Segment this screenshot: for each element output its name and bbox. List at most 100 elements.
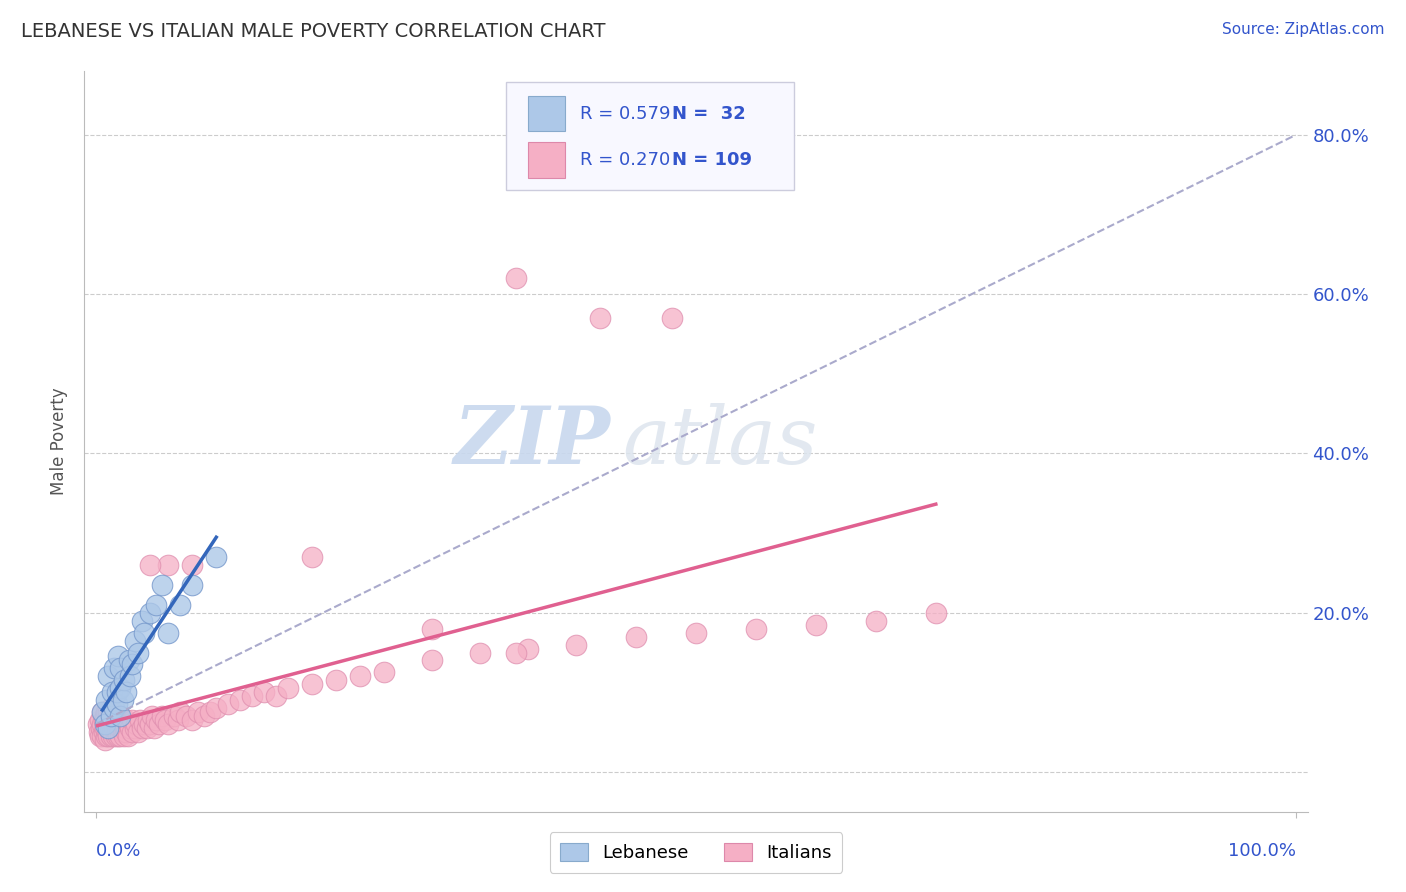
Text: N =  32: N = 32 xyxy=(672,104,745,122)
Point xyxy=(101,713,124,727)
Point xyxy=(93,725,115,739)
Point xyxy=(205,549,228,564)
Point xyxy=(301,549,323,564)
Point xyxy=(142,721,165,735)
Text: 0.0%: 0.0% xyxy=(97,842,142,860)
Point xyxy=(94,693,117,707)
Point xyxy=(121,657,143,672)
Point xyxy=(325,673,347,688)
Point xyxy=(121,725,143,739)
Point xyxy=(93,713,115,727)
Point xyxy=(101,725,124,739)
Point xyxy=(112,673,135,688)
Point xyxy=(264,690,287,704)
Point xyxy=(103,661,125,675)
Point xyxy=(135,721,157,735)
Text: R = 0.270: R = 0.270 xyxy=(579,152,671,169)
Point xyxy=(112,729,135,743)
Legend: Lebanese, Italians: Lebanese, Italians xyxy=(550,832,842,873)
Point xyxy=(145,598,167,612)
Point xyxy=(101,717,124,731)
Point xyxy=(110,661,132,675)
Point xyxy=(89,729,111,743)
Point xyxy=(134,625,156,640)
Point xyxy=(589,311,612,326)
Point xyxy=(139,558,162,572)
Text: 100.0%: 100.0% xyxy=(1227,842,1295,860)
Point xyxy=(136,713,159,727)
Point xyxy=(112,717,135,731)
Point xyxy=(111,725,134,739)
Point xyxy=(181,558,204,572)
Point xyxy=(150,709,173,723)
Point xyxy=(131,614,153,628)
Point xyxy=(217,698,239,712)
Point xyxy=(505,271,527,285)
Point xyxy=(865,614,887,628)
Point xyxy=(100,701,122,715)
Point xyxy=(145,713,167,727)
Point xyxy=(240,690,263,704)
Point xyxy=(110,721,132,735)
Text: Source: ZipAtlas.com: Source: ZipAtlas.com xyxy=(1222,22,1385,37)
Point xyxy=(127,646,149,660)
Point xyxy=(107,649,129,664)
Y-axis label: Male Poverty: Male Poverty xyxy=(51,388,69,495)
Point xyxy=(661,311,683,326)
Point xyxy=(169,598,191,612)
Point xyxy=(205,701,228,715)
Point xyxy=(277,681,299,696)
Point xyxy=(804,617,827,632)
Point xyxy=(517,641,540,656)
Point xyxy=(193,709,215,723)
Point xyxy=(115,685,138,699)
Point xyxy=(97,705,120,719)
Point xyxy=(101,729,124,743)
Point xyxy=(100,729,122,743)
Point xyxy=(118,669,141,683)
Point xyxy=(118,717,141,731)
Point xyxy=(301,677,323,691)
Point xyxy=(111,693,134,707)
Point xyxy=(118,653,141,667)
FancyBboxPatch shape xyxy=(529,143,565,178)
Point xyxy=(89,713,111,727)
Point xyxy=(103,721,125,735)
Point xyxy=(115,713,138,727)
Point xyxy=(91,705,114,719)
Point xyxy=(91,705,114,719)
Point xyxy=(90,721,112,735)
Point xyxy=(157,558,180,572)
Point xyxy=(187,705,209,719)
Point xyxy=(91,717,114,731)
Point xyxy=(139,606,162,620)
Point xyxy=(124,721,146,735)
Point xyxy=(253,685,276,699)
Point xyxy=(97,729,120,743)
Point xyxy=(181,713,204,727)
Point xyxy=(108,709,131,723)
Point xyxy=(174,709,197,723)
Point xyxy=(101,685,124,699)
Point xyxy=(103,709,125,723)
Point xyxy=(93,717,117,731)
Point xyxy=(373,665,395,680)
Point xyxy=(93,721,117,735)
Point xyxy=(131,721,153,735)
Text: N = 109: N = 109 xyxy=(672,152,751,169)
Point xyxy=(114,721,136,735)
Point xyxy=(104,729,127,743)
Point xyxy=(94,705,117,719)
Point xyxy=(141,709,163,723)
Point xyxy=(745,622,768,636)
Point xyxy=(125,717,148,731)
Point xyxy=(97,717,120,731)
Point xyxy=(98,709,121,723)
Point xyxy=(167,713,190,727)
Point xyxy=(157,717,180,731)
FancyBboxPatch shape xyxy=(506,82,794,190)
Point xyxy=(117,729,139,743)
Point xyxy=(925,606,948,620)
Point xyxy=(98,721,121,735)
Point xyxy=(110,709,132,723)
